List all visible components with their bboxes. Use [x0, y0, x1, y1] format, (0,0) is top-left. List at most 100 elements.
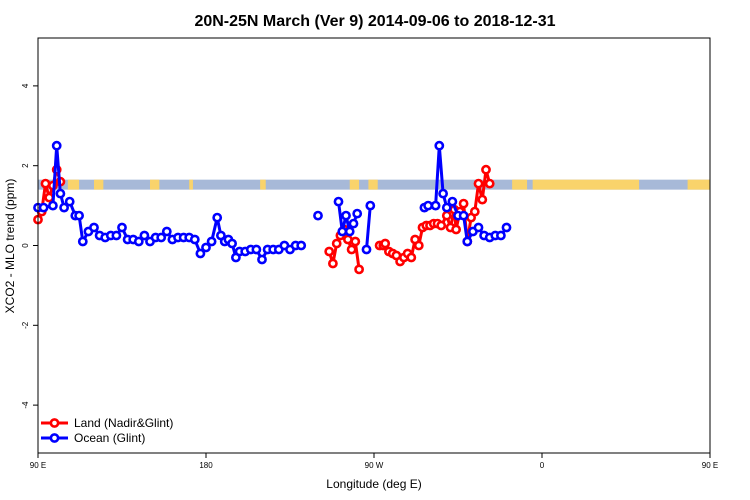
y-tick-label: 4 — [21, 83, 30, 88]
data-point — [206, 236, 217, 247]
data-point — [296, 240, 307, 251]
data-point — [161, 226, 172, 237]
data-point — [251, 244, 262, 255]
plot-area — [33, 140, 512, 275]
data-point — [44, 192, 55, 203]
data-point — [333, 196, 344, 207]
data-point — [189, 234, 200, 245]
data-point — [473, 222, 484, 233]
data-point — [38, 202, 49, 213]
land-segment — [349, 179, 360, 190]
data-point — [111, 230, 122, 241]
data-point — [430, 200, 441, 211]
data-point — [436, 220, 447, 231]
land-segment — [67, 179, 80, 190]
data-point — [342, 234, 353, 245]
data-point — [51, 140, 62, 151]
data-point — [423, 200, 433, 211]
data-point — [257, 254, 267, 265]
land-ocean-strip — [38, 179, 710, 190]
land-segment — [532, 179, 542, 190]
x-tick-label: 180 — [199, 461, 213, 470]
legend-marker — [49, 418, 60, 428]
data-point — [477, 194, 488, 205]
data-point — [117, 222, 127, 233]
data-point — [451, 224, 461, 235]
legend-label: Ocean (Glint) — [74, 431, 145, 445]
data-point — [40, 178, 51, 189]
data-point — [77, 236, 88, 247]
legend: Land (Nadir&Glint)Ocean (Glint) — [41, 416, 173, 445]
land-segment — [542, 179, 640, 190]
legend-label: Land (Nadir&Glint) — [74, 416, 173, 430]
data-point — [55, 188, 66, 199]
x-tick-label: 90 W — [365, 461, 384, 470]
data-point — [59, 202, 69, 213]
data-point — [380, 238, 391, 249]
data-point — [156, 232, 167, 243]
data-point — [469, 206, 480, 217]
data-point — [331, 238, 342, 249]
data-point — [133, 236, 144, 247]
y-tick-label: 0 — [21, 243, 30, 248]
data-point — [352, 208, 363, 219]
x-tick-label: 90 E — [702, 461, 718, 470]
data-point — [324, 246, 335, 257]
data-point — [195, 248, 206, 259]
land-segment — [189, 179, 193, 190]
data-point — [74, 210, 84, 221]
data-point — [350, 236, 361, 247]
data-point — [348, 218, 359, 229]
y-tick-label: -2 — [21, 321, 30, 329]
land-segment — [150, 179, 160, 190]
data-point — [313, 210, 323, 221]
data-point — [473, 178, 484, 189]
data-point — [501, 222, 512, 233]
data-point — [458, 198, 469, 209]
land-segment — [512, 179, 528, 190]
land-segment — [368, 179, 378, 190]
data-point — [64, 196, 75, 207]
data-point — [212, 212, 223, 223]
series-ocean — [33, 140, 512, 265]
data-point — [327, 258, 338, 269]
data-point — [484, 178, 495, 189]
y-tick-label: -4 — [21, 401, 30, 409]
data-point — [89, 222, 99, 233]
x-tick-label: 0 — [540, 461, 545, 470]
data-point — [139, 230, 150, 241]
data-point — [361, 244, 372, 255]
data-point — [481, 164, 491, 175]
y-axis: -4 -2 0 2 4 — [21, 83, 38, 409]
y-tick-label: 2 — [21, 163, 30, 168]
data-point — [346, 244, 357, 255]
data-point — [434, 140, 445, 151]
data-point — [354, 264, 364, 275]
data-point — [441, 210, 452, 221]
legend-item: Ocean (Glint) — [41, 431, 145, 445]
legend-marker — [49, 433, 60, 443]
series-line — [365, 205, 372, 250]
x-axis-label: Longitude (deg E) — [326, 477, 421, 491]
data-point — [365, 200, 376, 211]
data-point — [458, 210, 469, 221]
land-segment — [94, 179, 104, 190]
legend-item: Land (Nadir&Glint) — [41, 416, 173, 430]
data-point — [201, 242, 211, 253]
data-point — [406, 252, 417, 263]
data-point — [344, 226, 355, 237]
data-point — [227, 238, 237, 249]
data-point — [413, 240, 424, 251]
data-point — [447, 196, 458, 207]
data-point — [341, 210, 351, 221]
x-axis: 90 E 180 90 W 0 90 E — [30, 453, 718, 470]
data-point — [438, 188, 448, 199]
chart-title: 20N-25N March (Ver 9) 2014-09-06 to 2018… — [194, 13, 555, 30]
land-segment — [687, 179, 710, 190]
data-point — [495, 230, 506, 241]
data-point — [48, 200, 58, 211]
land-segment — [260, 179, 266, 190]
data-point — [462, 236, 473, 247]
data-point — [441, 202, 452, 213]
